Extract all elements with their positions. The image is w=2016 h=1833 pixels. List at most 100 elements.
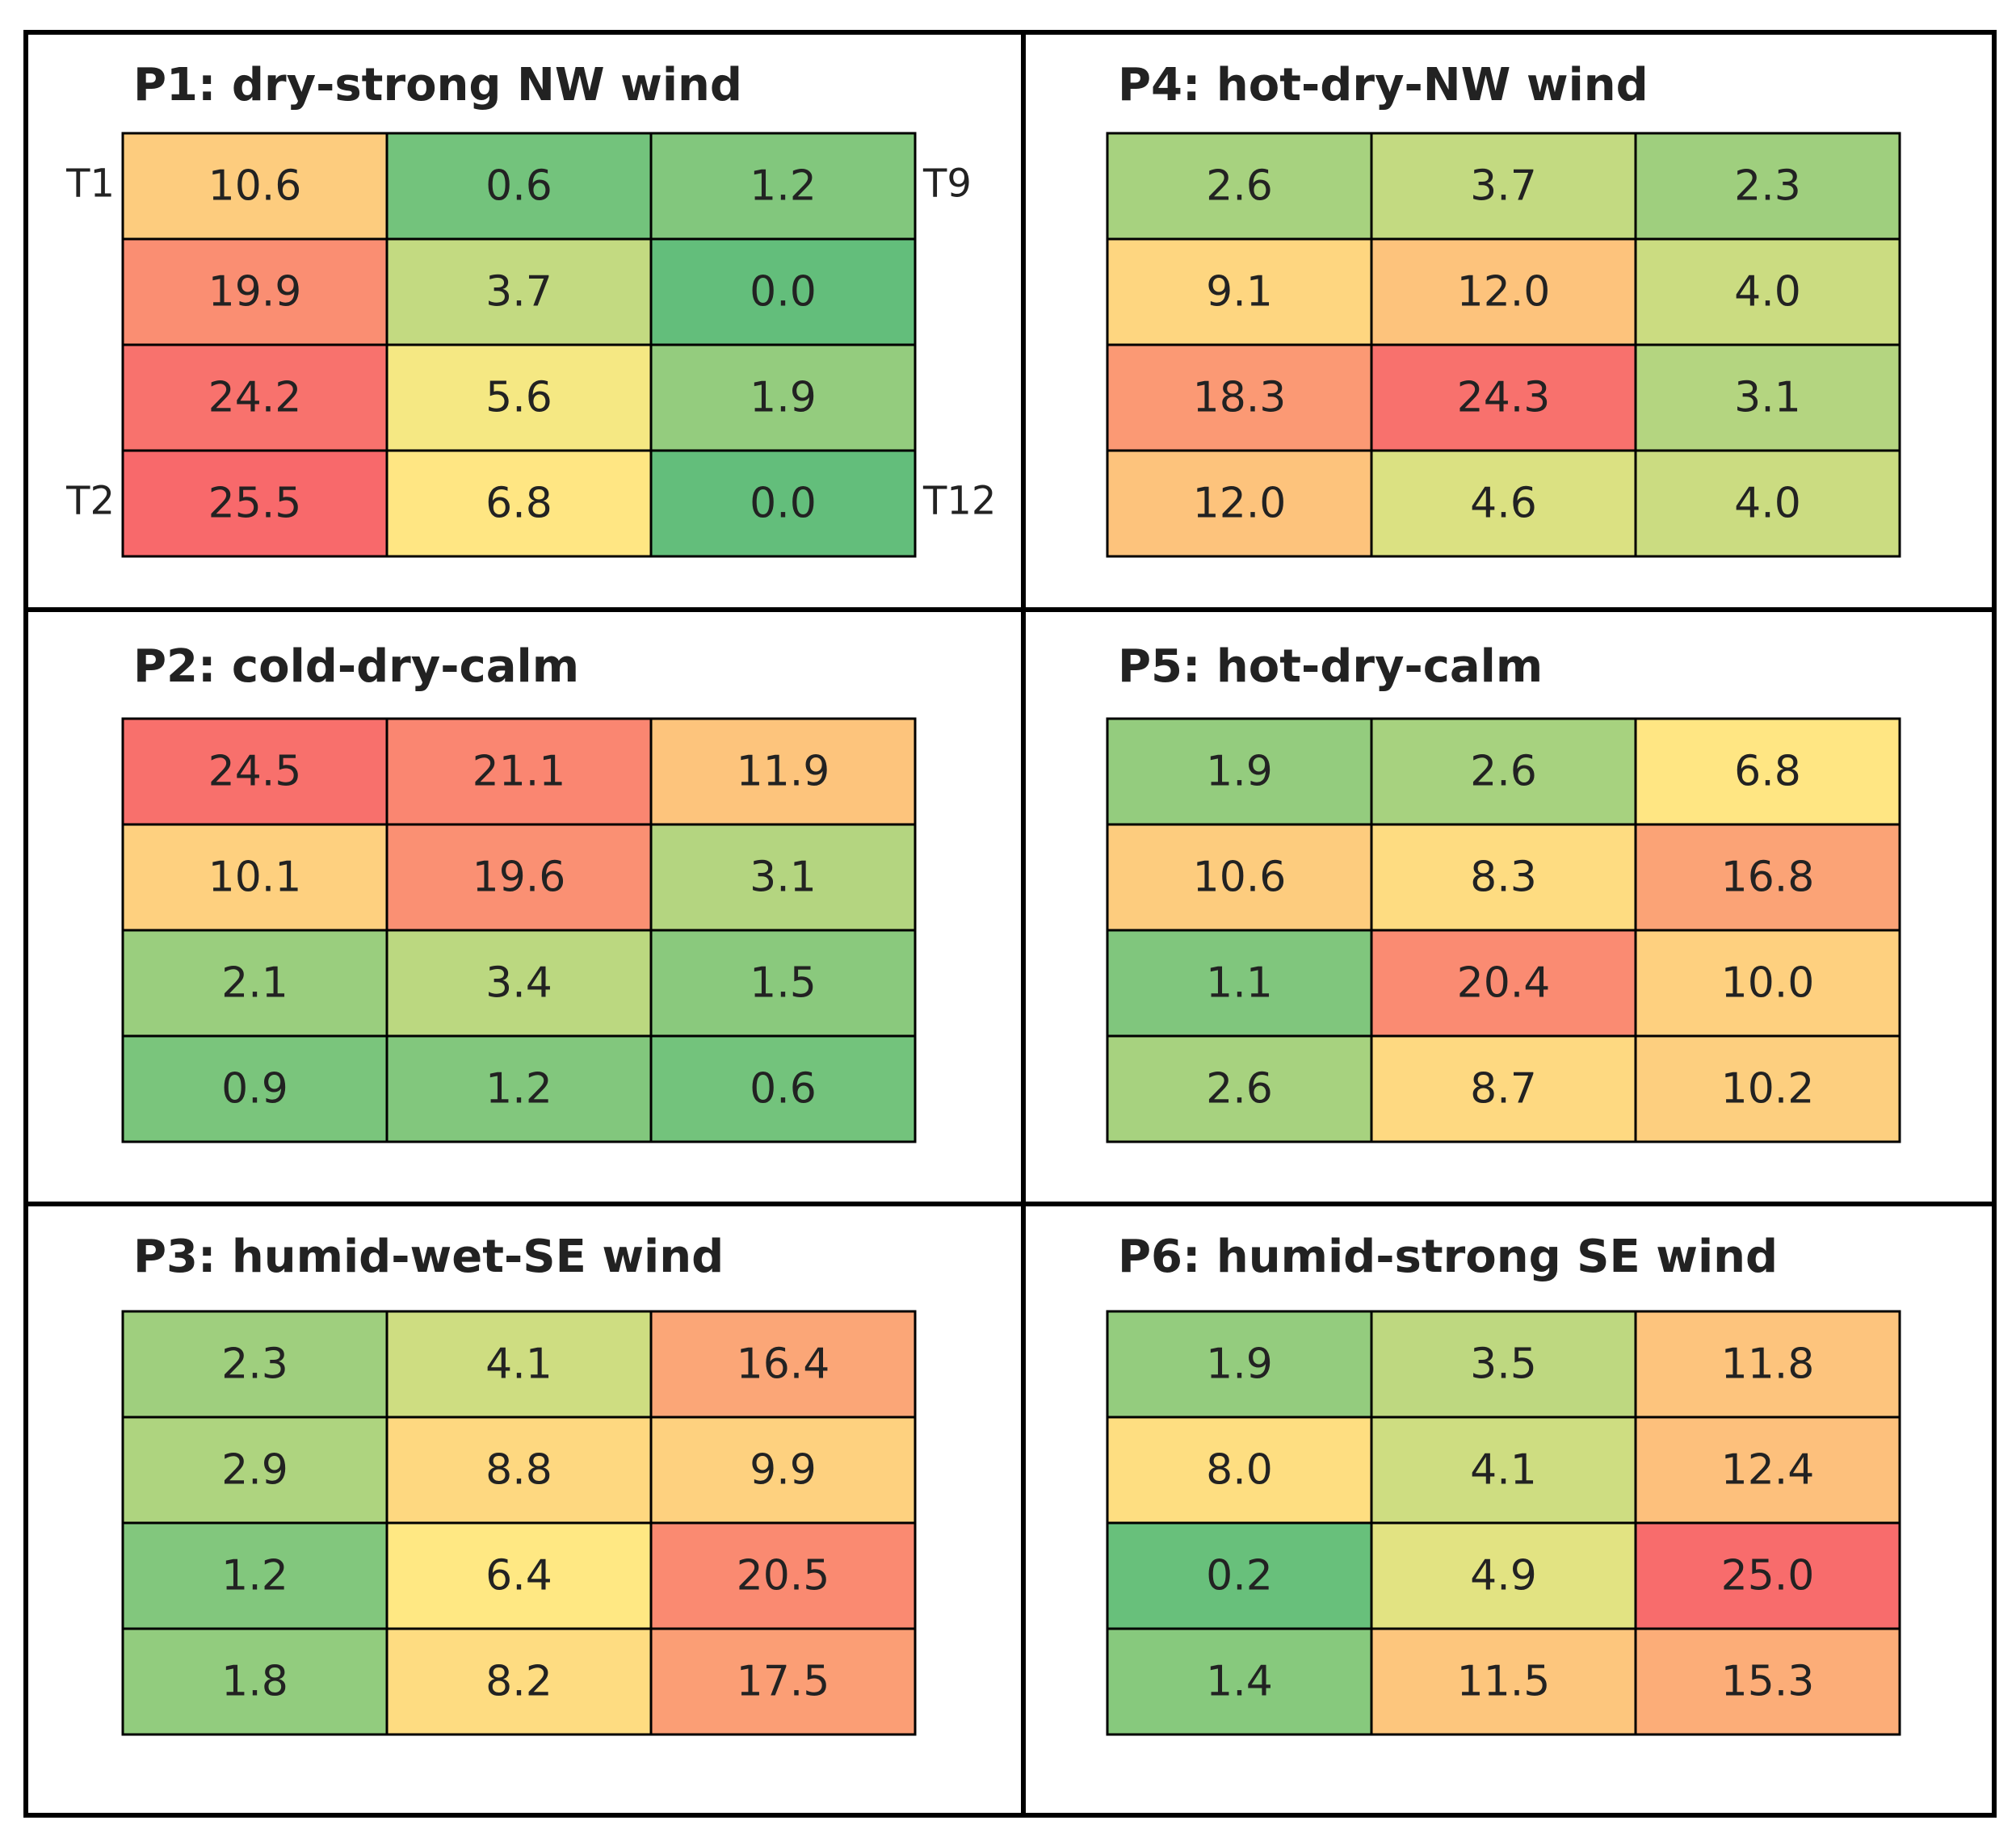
heat-cell [121,1416,388,1525]
cell-label: 2.6 [1206,162,1273,211]
heat-cell [1634,823,1901,932]
cell-label: 4.0 [1734,268,1801,317]
cell-label: 12.0 [1193,480,1287,528]
cell-label: 0.0 [750,268,817,317]
cell-label: 24.3 [1457,374,1551,422]
cell-label: 10.1 [208,854,302,902]
heat-cell [1634,1521,1901,1630]
cell-label: 10.2 [1721,1065,1815,1114]
heat-cell [121,823,388,932]
cell-label: 8.2 [485,1658,552,1706]
heat-cell [121,132,388,241]
heat-cell [1106,449,1373,558]
cell-label: 1.9 [1206,1340,1273,1389]
heat-cell [1370,343,1637,452]
heat-cell [1106,1521,1373,1630]
heat-cell [1634,1627,1901,1736]
cell-label: 3.7 [485,268,552,317]
cell-label: 20.5 [737,1552,830,1600]
cell-label: 3.1 [750,854,817,902]
cell-label: 1.2 [750,162,817,211]
cell-label: 2.3 [221,1340,288,1389]
heat-cell [1106,132,1373,241]
cell-label: 1.4 [1206,1658,1273,1706]
heat-cell [1370,1034,1637,1143]
heat-cell [385,132,653,241]
heat-cell [1370,237,1637,346]
cell-label: 1.2 [221,1552,288,1600]
cell-label: 8.0 [1206,1446,1273,1495]
cell-label: 9.9 [750,1446,817,1495]
heat-cell [649,132,917,241]
cell-label: 15.3 [1721,1658,1815,1706]
cell-label: 25.0 [1721,1552,1815,1600]
heat-cell [649,717,917,826]
cell-label: 4.1 [485,1340,552,1389]
cell-label: 1.9 [750,374,817,422]
cell-label: 24.2 [208,374,302,422]
heat-cell [1370,717,1637,826]
cell-label: 3.7 [1470,162,1537,211]
heat-cell [649,449,917,558]
cell-label: 5.6 [485,374,552,422]
cell-label: 20.4 [1457,959,1551,1008]
heat-cell [385,237,653,346]
heat-cell [121,343,388,452]
heat-cell [385,1416,653,1525]
cell-label: 8.3 [1470,854,1537,902]
heat-cell [649,1416,917,1525]
cell-label: 0.2 [1206,1552,1273,1600]
cell-label: 19.6 [472,854,566,902]
heat-cell [1634,343,1901,452]
heat-cell [1106,1034,1373,1143]
cell-label: 6.8 [1734,748,1801,796]
heat-cell [1106,237,1373,346]
cell-label: 4.6 [1470,480,1537,528]
heat-cell [385,1627,653,1736]
heat-cell [385,717,653,826]
cell-label: 6.4 [485,1552,552,1600]
cell-label: 0.9 [221,1065,288,1114]
cell-label: 1.9 [1206,748,1273,796]
cell-label: 4.1 [1470,1446,1537,1495]
heat-cell [1634,237,1901,346]
cell-label: 1.2 [485,1065,552,1114]
heat-cell [1370,1521,1637,1630]
heat-cell [1370,1627,1637,1736]
heat-cell [649,1627,917,1736]
heat-cell [1634,1310,1901,1419]
cell-label: 16.8 [1721,854,1815,902]
corner-label: T1 [65,161,115,207]
cell-label: 19.9 [208,268,302,317]
heat-cell [1634,717,1901,826]
cell-label: 3.5 [1470,1340,1537,1389]
cell-label: 11.8 [1721,1340,1815,1389]
cell-label: 2.1 [221,959,288,1008]
cell-label: 6.8 [485,480,552,528]
cell-label: 24.5 [208,748,302,796]
cell-label: 12.0 [1457,268,1551,317]
corner-label: T12 [922,479,996,524]
heat-cell [1370,823,1637,932]
heat-cell [1106,343,1373,452]
heat-cell [649,1310,917,1419]
cell-label: 2.6 [1206,1065,1273,1114]
cell-label: 0.0 [750,480,817,528]
cell-label: 10.6 [1193,854,1287,902]
cell-label: 3.1 [1734,374,1801,422]
cell-label: 0.6 [485,162,552,211]
panel-title: P1: dry-strong NW wind [133,59,742,111]
cell-label: 2.3 [1734,162,1801,211]
cell-label: 0.6 [750,1065,817,1114]
cell-label: 25.5 [208,480,302,528]
cell-label: 10.6 [208,162,302,211]
cell-label: 1.8 [221,1658,288,1706]
cell-label: 21.1 [472,748,566,796]
heat-cell [649,343,917,452]
outer-frame [23,30,1997,1818]
heat-cell [1634,1416,1901,1525]
cell-label: 3.4 [485,959,552,1008]
heat-cell [121,1521,388,1630]
heat-cell [649,1034,917,1143]
